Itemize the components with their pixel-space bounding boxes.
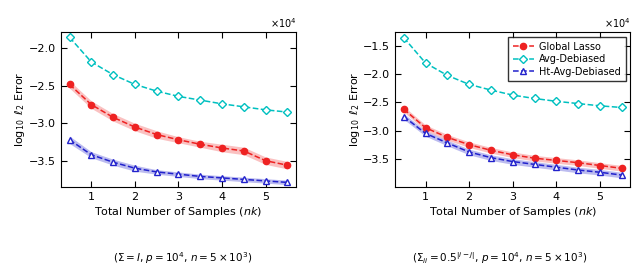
Y-axis label: $\log_{10}$ $\ell_2$ Error: $\log_{10}$ $\ell_2$ Error <box>348 72 362 147</box>
Text: $\times 10^4$: $\times 10^4$ <box>604 17 630 30</box>
Legend: Global Lasso, Avg-Debiased, Ht-Avg-Debiased: Global Lasso, Avg-Debiased, Ht-Avg-Debia… <box>508 37 625 81</box>
Text: ($\Sigma = I$, $p = 10^4$, $n = 5 \times 10^3$): ($\Sigma = I$, $p = 10^4$, $n = 5 \times… <box>113 250 252 266</box>
X-axis label: Total Number of Samples $(nk)$: Total Number of Samples $(nk)$ <box>429 205 597 218</box>
Y-axis label: $\log_{10}$ $\ell_2$ Error: $\log_{10}$ $\ell_2$ Error <box>13 72 28 147</box>
X-axis label: Total Number of Samples $(nk)$: Total Number of Samples $(nk)$ <box>94 205 262 218</box>
Text: $\times 10^4$: $\times 10^4$ <box>269 17 296 30</box>
Text: ($\Sigma_{ii} = 0.5^{|i-j|}$, $p = 10^4$, $n = 5 \times 10^3$): ($\Sigma_{ii} = 0.5^{|i-j|}$, $p = 10^4$… <box>412 250 587 266</box>
